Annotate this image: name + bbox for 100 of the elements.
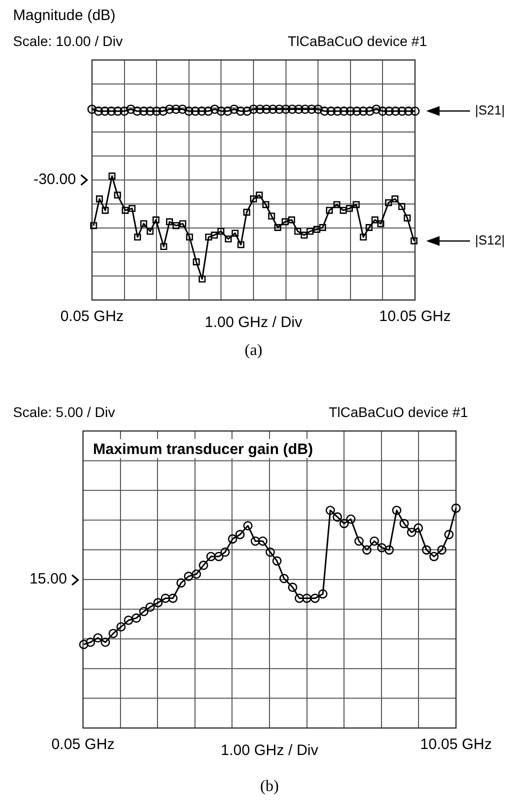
point [302, 594, 312, 603]
point [318, 589, 328, 599]
point [406, 528, 416, 537]
point [437, 545, 446, 555]
text: (b) [260, 778, 279, 796]
point [377, 543, 386, 552]
point [204, 106, 213, 116]
point [258, 536, 268, 546]
point [145, 106, 155, 116]
point [235, 530, 245, 540]
point [160, 243, 168, 250]
point [102, 206, 109, 214]
point [205, 234, 212, 241]
point [346, 204, 353, 212]
point [106, 106, 116, 116]
point [371, 216, 378, 224]
point [250, 536, 260, 546]
point [250, 195, 257, 202]
point [313, 104, 323, 114]
point [168, 594, 178, 603]
point [100, 106, 110, 116]
point [281, 104, 290, 114]
point [358, 106, 368, 116]
point [391, 195, 398, 202]
point [232, 230, 239, 237]
point [279, 574, 289, 584]
point [248, 104, 258, 114]
point [134, 234, 142, 241]
point [164, 104, 174, 114]
point [184, 572, 194, 581]
point [288, 104, 297, 114]
point [198, 560, 208, 570]
point [256, 192, 263, 199]
point [288, 582, 298, 592]
point [410, 237, 418, 244]
point [362, 545, 372, 555]
point [172, 222, 180, 230]
point [384, 545, 394, 555]
point [266, 547, 275, 557]
point [274, 224, 282, 231]
x-tick-label: 10.05 GHz [379, 308, 451, 326]
point [332, 106, 342, 116]
chart-title: TlCaBaCuO device #1 [288, 33, 428, 49]
point [178, 104, 188, 114]
point [171, 104, 181, 114]
point [365, 106, 374, 116]
point [184, 106, 194, 116]
point [313, 226, 320, 233]
point [352, 106, 362, 116]
point [236, 106, 246, 116]
point [272, 556, 282, 566]
point [140, 220, 148, 228]
point [372, 104, 381, 114]
point [223, 106, 232, 116]
point [398, 203, 406, 210]
point [268, 212, 276, 220]
point [124, 616, 134, 625]
point [404, 106, 414, 116]
point [237, 241, 244, 248]
point [400, 518, 409, 528]
point [332, 512, 342, 522]
text: 15.00 [29, 570, 67, 588]
chart-subtitle: Scale: 10.00 / Div [13, 33, 123, 49]
point [306, 104, 316, 114]
point [220, 547, 230, 557]
point [152, 106, 162, 116]
point [339, 518, 349, 528]
point [288, 216, 296, 224]
point [186, 234, 194, 241]
point [158, 106, 168, 116]
point [197, 106, 206, 116]
text: (a) [244, 342, 262, 360]
point [300, 232, 308, 239]
point [79, 640, 88, 650]
point [360, 234, 367, 241]
point [96, 195, 103, 202]
point [128, 204, 136, 212]
point [176, 578, 186, 588]
point [333, 201, 340, 208]
x-tick-label: 10.05 GHz [420, 736, 492, 754]
point [392, 506, 402, 516]
point [444, 530, 454, 540]
point [326, 206, 333, 214]
point [326, 506, 335, 516]
point [268, 104, 278, 114]
point [429, 552, 439, 562]
x-tick-label: 0.05 GHz [51, 736, 115, 754]
point [354, 536, 364, 546]
point [100, 638, 110, 647]
point [294, 104, 304, 114]
point [229, 104, 239, 114]
point [132, 613, 141, 623]
point [385, 199, 392, 206]
point [108, 172, 116, 180]
point [320, 106, 330, 116]
point [210, 104, 220, 114]
point [113, 106, 122, 116]
point [262, 104, 272, 114]
point [242, 106, 252, 116]
point [108, 628, 118, 638]
